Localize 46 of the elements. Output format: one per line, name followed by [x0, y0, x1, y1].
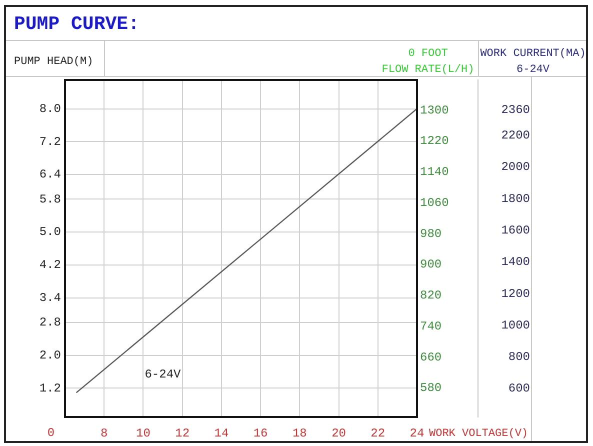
x-tick-label: 8 [100, 426, 108, 440]
x-tick-label: 24 [410, 426, 424, 440]
y2-tick-label: 1140 [420, 165, 449, 180]
y2-tick-label: 660 [420, 350, 442, 364]
x-tick-label: 18 [292, 426, 307, 440]
y-tick-label: 8.0 [39, 102, 61, 116]
y-tick-label: 7.2 [39, 134, 61, 149]
y-tick-label: 3.4 [39, 290, 61, 305]
y2-tick-label: 1060 [420, 196, 449, 210]
y3-axis-title: WORK CURRENT(MA) 6-24V [480, 48, 586, 76]
y3-tick-label: 2360 [501, 103, 530, 118]
x-tick-label: 20 [332, 426, 346, 440]
y2-tick-label: 1220 [420, 134, 449, 148]
y-tick-label: 4.2 [39, 258, 61, 272]
y2-axis-title: 0 FOOT FLOW RATE(L/H) [382, 48, 474, 76]
x-tick-label: 14 [214, 426, 229, 440]
y3-tick-label: 1600 [501, 223, 530, 238]
y2-tick-label: 580 [420, 381, 442, 396]
y3-tick-label: 1000 [501, 318, 530, 332]
chart-title: PUMP CURVE: [14, 12, 140, 35]
y-tick-label: 2.8 [39, 316, 61, 330]
y3-tick-label: 1800 [501, 192, 530, 206]
y-tick-label: 5.8 [39, 192, 61, 206]
text: 6-24V [144, 368, 182, 382]
x-tick-label: 22 [370, 426, 386, 440]
y-tick-label: 1.2 [39, 381, 61, 396]
x-axis-title: WORK VOLTAGE(V) [429, 428, 528, 440]
x-tick-label: 16 [253, 426, 268, 440]
y3-tick-label: 2000 [501, 160, 530, 174]
y2-tick-label: 900 [420, 258, 442, 272]
y2-tick-label: 1300 [420, 103, 449, 118]
y3-tick-label: 600 [508, 382, 530, 396]
y3-tick-label: 800 [508, 350, 530, 364]
y3-tick-label: 1400 [501, 255, 530, 270]
y-tick-label: 5.0 [39, 225, 61, 240]
x-tick-label: 10 [136, 426, 150, 440]
y3-tick-label: 1200 [501, 286, 530, 301]
y2-tick-label: 740 [420, 319, 442, 334]
y2-tick-label: 820 [420, 288, 442, 303]
y-axis-title: PUMP HEAD(M) [14, 56, 94, 68]
y-tick-label: 6.4 [39, 168, 61, 182]
y-tick-label: 2.0 [39, 348, 61, 363]
x-tick-label: 12 [175, 426, 190, 440]
y3-tick-label: 2200 [501, 128, 530, 143]
text: 0 [47, 426, 55, 440]
y2-tick-label: 980 [420, 226, 442, 241]
